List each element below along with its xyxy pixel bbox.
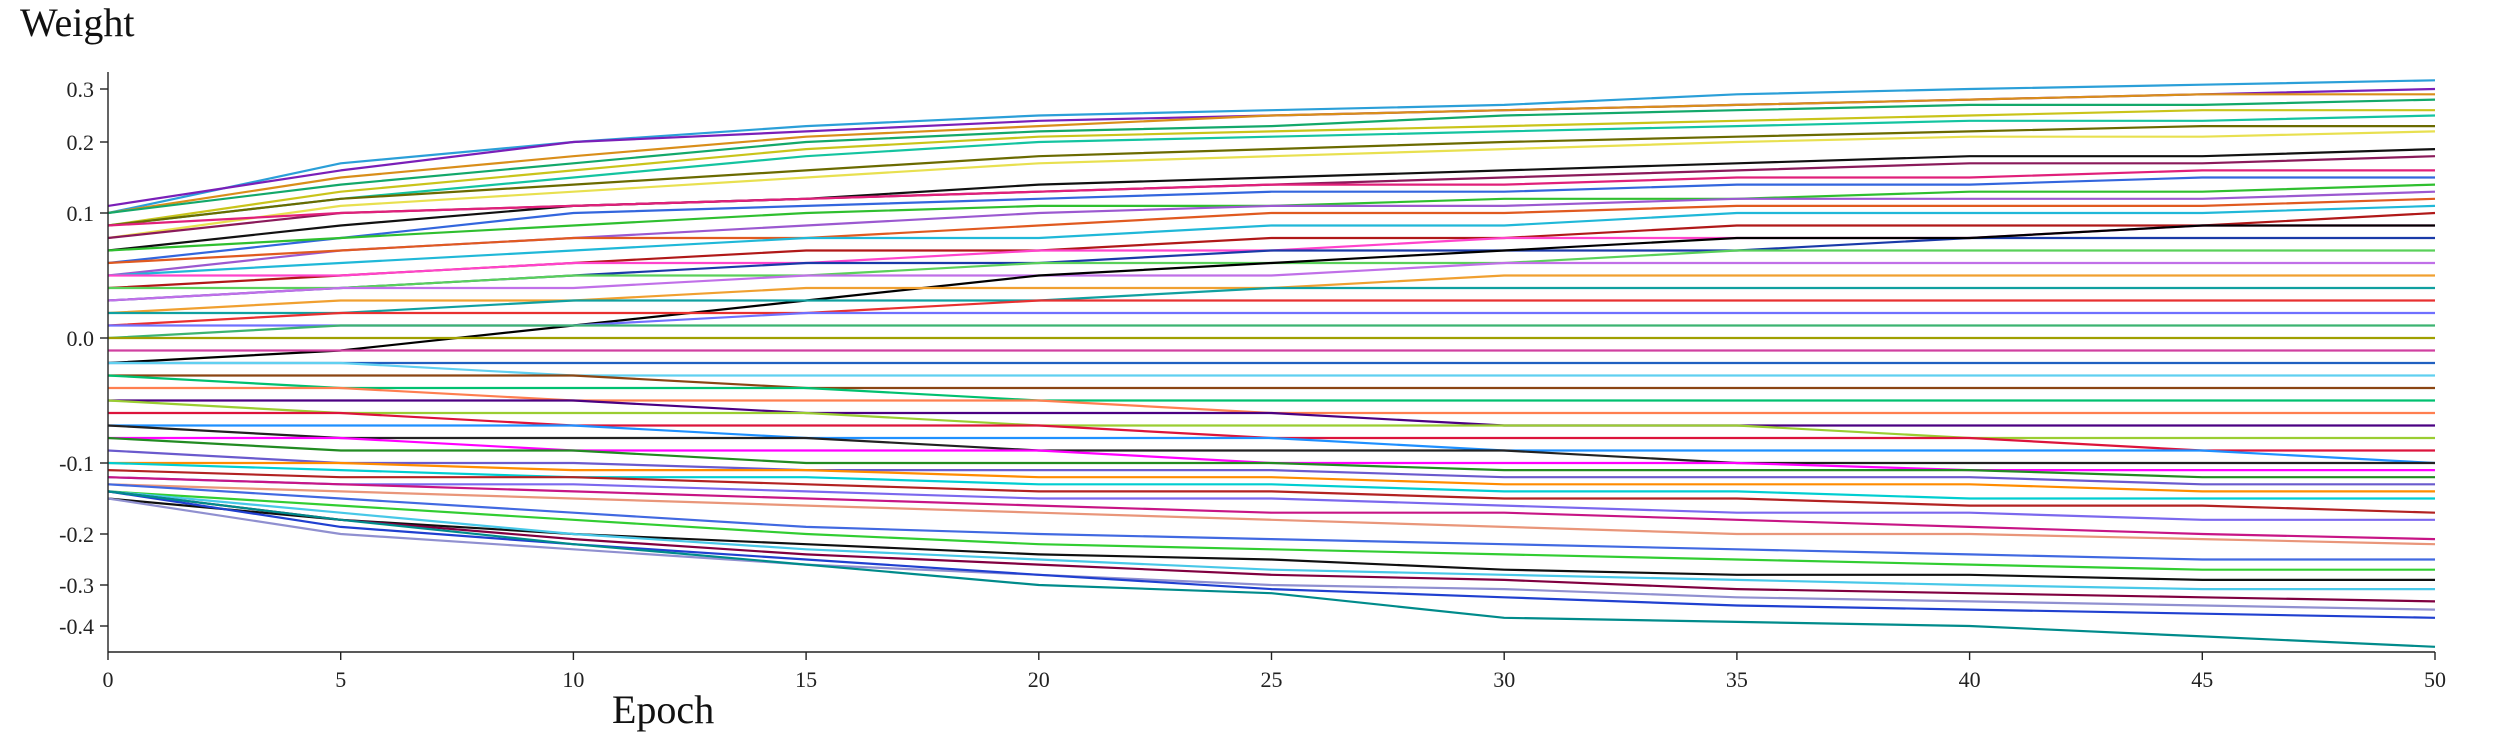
series-line-27 [107,324,2435,340]
x-axis-title: Epoch [612,687,714,732]
series-line-51 [107,497,2435,582]
series-line-43 [108,461,2435,493]
series-line-33 [107,374,2435,402]
series-line-13 [107,183,2436,252]
series-line-52 [107,490,2435,591]
y-tick-label: 0.0 [67,326,95,351]
series-line-22 [107,224,2435,365]
y-axis-title: Weight [20,0,135,45]
series-line-47 [107,476,2436,541]
series-line-40 [108,436,2435,472]
series-line-15 [107,197,2436,265]
series-line-50 [107,490,2435,571]
x-tick-label: 0 [103,667,114,692]
x-tick-label: 35 [1726,667,1748,692]
series-line-11 [107,169,2435,227]
series-line-3 [107,93,2435,215]
y-tick-label: -0.2 [59,522,94,547]
series-line-55 [107,490,2436,619]
x-tick-label: 25 [1261,667,1283,692]
series-line-6 [107,114,2436,227]
series-line-46 [107,476,2435,521]
x-tick-label: 40 [1959,667,1981,692]
y-tick-label: -0.3 [59,573,94,598]
series-line-42 [107,449,2435,486]
series-line-35 [108,399,2435,427]
series-line-32 [108,374,2435,390]
series-line-36 [107,399,2435,440]
series-line-21 [107,261,2435,302]
series-line-5 [107,109,2435,227]
x-tick-label: 15 [795,667,817,692]
series-line-49 [107,483,2435,561]
series-line-53 [107,490,2436,603]
series-line-48 [107,483,2436,546]
series-line-4 [107,98,2436,215]
series-line-16 [107,204,2436,277]
x-tick-label: 20 [1028,667,1050,692]
series-line-39 [107,424,2435,465]
y-tick-label: 0.1 [67,201,95,226]
series-line-31 [108,361,2435,377]
series-line-12 [107,176,2435,265]
series-line-44 [107,461,2435,500]
x-tick-label: 50 [2424,667,2446,692]
series-line-8 [107,130,2436,240]
series-line-56 [107,490,2436,648]
series-line-9 [107,148,2436,252]
series-line-54 [107,497,2436,611]
x-tick-label: 10 [562,667,584,692]
y-ticks: 0.3 0.2 0.1 0.0 -0.1 -0.2 -0.3 -0.4 [59,77,108,639]
series-line-26 [108,311,2435,327]
y-tick-label: -0.1 [59,451,94,476]
series-line-38 [108,424,2436,465]
x-ticks: 0 5 10 15 20 25 30 35 40 45 50 [103,652,2446,692]
series-line-1 [107,79,2436,215]
y-tick-label: 0.2 [67,130,95,155]
series-line-41 [107,436,2435,479]
series-line-24 [108,286,2435,315]
series-line-7 [107,124,2435,227]
y-tick-label: -0.4 [59,614,94,639]
x-tick-label: 5 [335,667,346,692]
y-tick-label: 0.3 [67,77,95,102]
series-line-25 [107,299,2435,327]
series-lines [107,79,2436,648]
x-tick-label: 45 [2191,667,2213,692]
x-tick-label: 30 [1493,667,1515,692]
series-line-45 [107,469,2436,514]
